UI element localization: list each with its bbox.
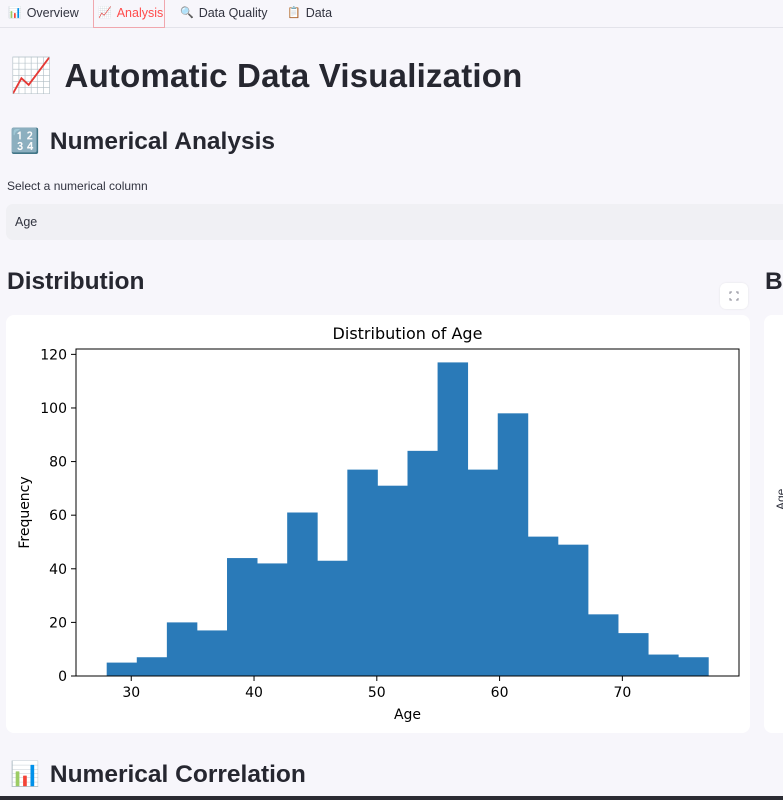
select-value: Age <box>15 215 38 229</box>
histogram-bar <box>557 544 589 676</box>
histogram-bar <box>287 512 318 676</box>
numerical-column-select[interactable]: Age <box>6 204 783 240</box>
tab-data-label: Data <box>305 6 333 20</box>
y-tick-label: 60 <box>49 508 67 524</box>
x-tick-label: 60 <box>491 685 509 701</box>
histogram-bar <box>678 657 709 676</box>
histogram-bar <box>166 622 198 676</box>
histogram-bar <box>648 654 679 676</box>
histogram-bar <box>317 560 348 676</box>
tab-bar: 📊 Overview 📈 Analysis 🔍 Data Quality 📋 D… <box>0 0 783 28</box>
histogram-bar <box>257 563 288 676</box>
tab-analysis[interactable]: 📈 Analysis <box>93 0 165 28</box>
tab-overview-label: Overview <box>26 6 79 20</box>
numerical-correlation-text: Numerical Correlation <box>49 760 306 788</box>
y-tick-label: 0 <box>58 669 67 685</box>
histogram-bar <box>527 536 559 676</box>
histogram-bar <box>196 630 228 676</box>
boxplot-chart-card <box>764 315 783 733</box>
chart-title: Distribution of Age <box>333 324 483 343</box>
histogram-bar <box>106 662 138 676</box>
numerical-analysis-text: Numerical Analysis <box>49 127 276 155</box>
y-tick-label: 20 <box>49 615 67 631</box>
histogram-bar <box>227 558 258 676</box>
histogram-bar <box>377 485 408 676</box>
trending-up-icon: 📈 <box>98 7 112 19</box>
plot-frame <box>75 348 740 677</box>
clipboard-icon: 📋 <box>287 7 301 19</box>
tab-data-quality-label: Data Quality <box>198 6 268 20</box>
bottom-edge <box>0 796 783 800</box>
tab-analysis-label: Analysis <box>116 6 164 20</box>
tab-overview[interactable]: 📊 Overview <box>8 0 79 28</box>
numbers-icon: 🔢 <box>10 128 40 155</box>
boxplot-heading: Bo <box>765 268 783 295</box>
histogram-bar <box>136 657 168 676</box>
distribution-chart-card: 30 40 50 60 70 0 20 40 60 80 100 120 Distribution of… <box>6 315 750 733</box>
distribution-heading: Distribution <box>7 268 145 295</box>
y-tick-label: 120 <box>40 347 67 363</box>
histogram-bar <box>407 450 438 676</box>
bar-chart-icon: 📊 <box>8 7 22 19</box>
numerical-analysis-heading: 🔢 Numerical Analysis <box>10 127 275 156</box>
fullscreen-button[interactable] <box>720 283 748 309</box>
tab-data[interactable]: 📋 Data <box>287 0 332 28</box>
page-title: 📈 Automatic Data Visualization <box>10 56 522 96</box>
expand-icon <box>729 291 739 301</box>
x-tick-label: 30 <box>122 685 140 701</box>
y-tick-label: 80 <box>49 455 67 471</box>
x-tick-label: 40 <box>245 685 263 701</box>
x-tick-label: 70 <box>613 685 631 701</box>
boxplot-axis-label: Age <box>774 488 783 510</box>
histogram-bar <box>587 614 619 676</box>
histogram-bar <box>497 413 529 676</box>
trending-up-icon: 📈 <box>10 57 53 95</box>
page-title-text: Automatic Data Visualization <box>64 57 523 94</box>
y-tick-label: 40 <box>49 562 67 578</box>
tab-data-quality[interactable]: 🔍 Data Quality <box>180 0 267 28</box>
y-axis-label: Frequency <box>17 476 33 548</box>
histogram-bar <box>347 469 378 676</box>
bar-chart-icon: 📊 <box>10 761 40 788</box>
histogram-bar <box>437 362 469 676</box>
x-axis-label: Age <box>394 707 421 723</box>
x-tick-label: 50 <box>368 685 386 701</box>
histogram-bar <box>618 633 649 676</box>
histogram-chart: 30 40 50 60 70 0 20 40 60 80 100 120 Distribution of… <box>17 324 740 723</box>
select-label: Select a numerical column <box>7 179 148 193</box>
numerical-correlation-heading: 📊 Numerical Correlation <box>10 760 306 789</box>
y-tick-label: 100 <box>40 401 67 417</box>
histogram-bar <box>467 469 499 676</box>
magnifier-icon: 🔍 <box>180 7 194 19</box>
